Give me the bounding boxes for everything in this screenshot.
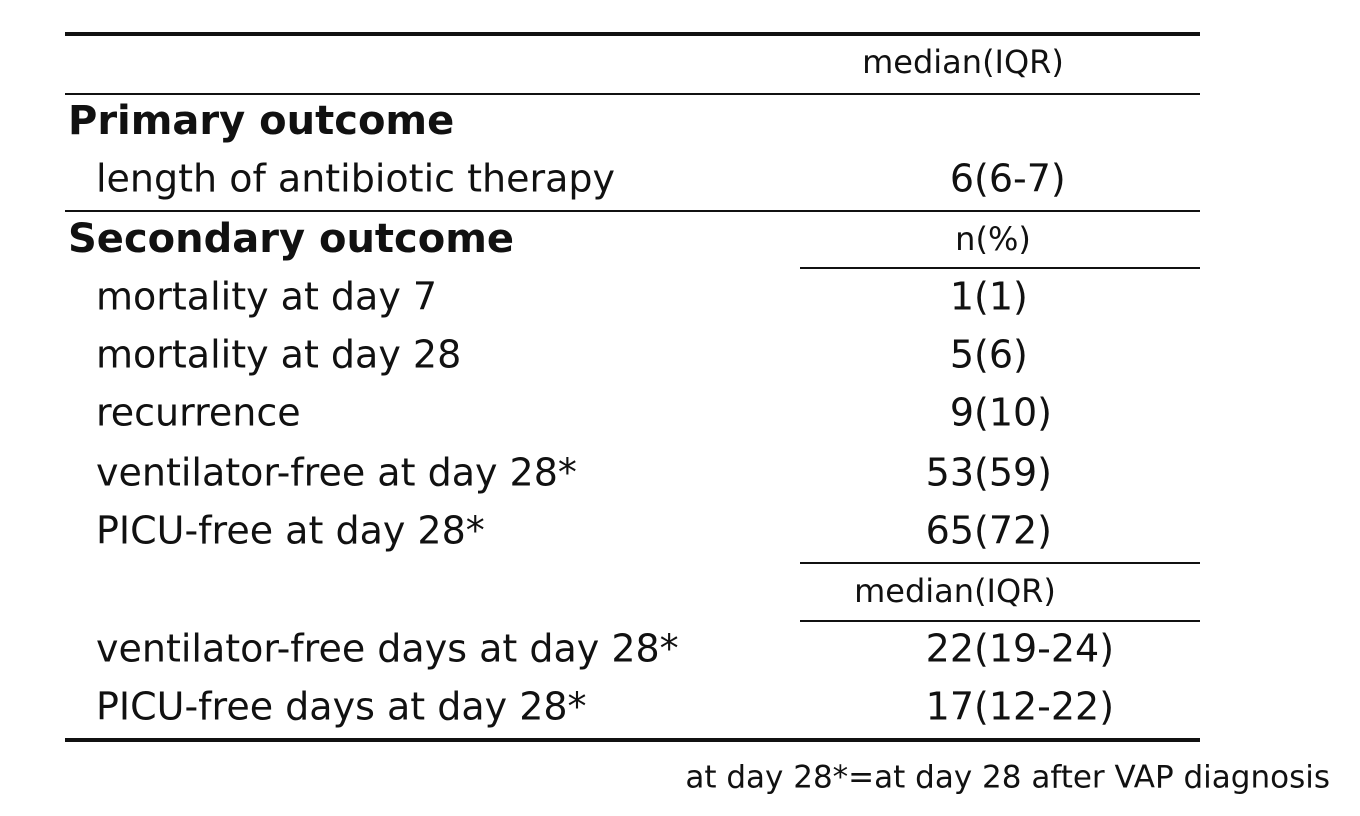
footnote: at day 28*=at day 28 after VAP diagnosis [685,760,1330,796]
section-title: Primary outcome [68,98,454,144]
row-value: 6(6-7) [950,157,1066,201]
row-label: PICU-free days at day 28* [96,685,587,729]
row-label: ventilator-free days at day 28* [96,627,679,671]
row-label: length of antibiotic therapy [96,157,615,201]
row-value: 53(59) [926,451,1052,495]
row-label: recurrence [96,391,301,435]
row-value: 1(1) [950,275,1028,319]
row-value: 65(72) [926,509,1052,553]
row-value: 17(12-22) [926,685,1114,729]
row-label: PICU-free at day 28* [96,509,485,553]
row-label: ventilator-free at day 28* [96,451,577,495]
column-header: median(IQR) [854,572,1056,610]
section-title: Secondary outcome [68,216,514,262]
row-label: mortality at day 7 [96,275,437,319]
column-header: median(IQR) [862,43,1064,81]
column-header: n(%) [955,220,1031,258]
row-value: 5(6) [950,333,1028,377]
row-label: mortality at day 28 [96,333,461,377]
row-value: 22(19-24) [926,627,1114,671]
row-value: 9(10) [950,391,1052,435]
